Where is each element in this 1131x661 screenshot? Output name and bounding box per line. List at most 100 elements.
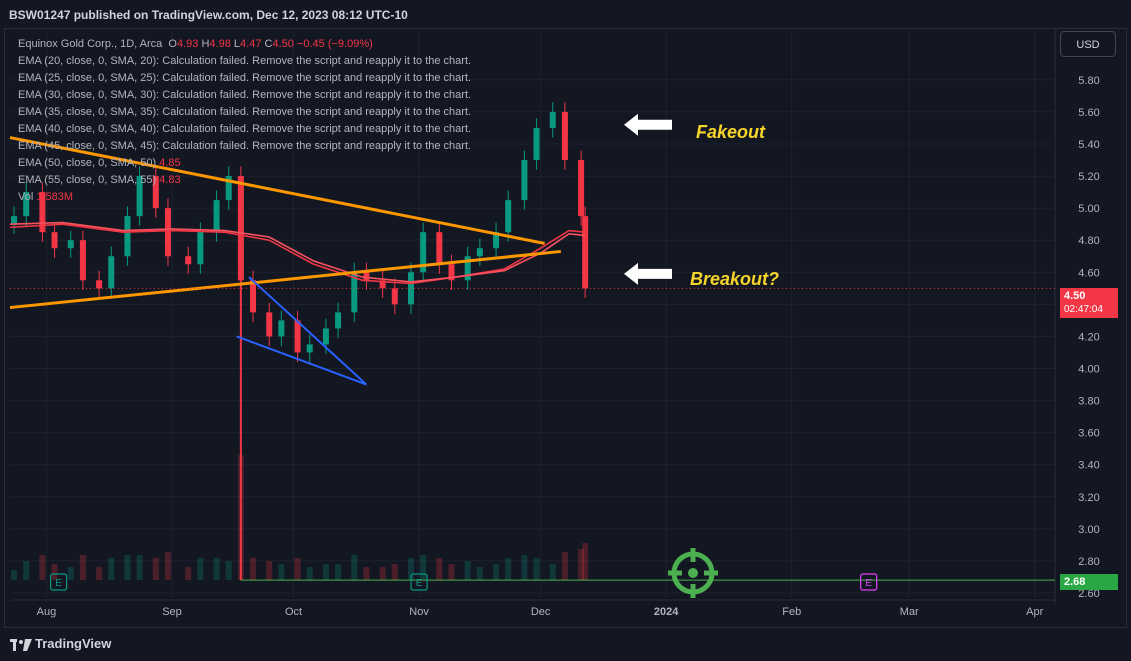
fakeout-arrow-icon-shape [624,113,672,136]
volume-bar [185,567,192,580]
y-tick-label: 5.40 [1078,139,1099,151]
y-tick-label: 3.20 [1078,492,1099,504]
ema45-row[interactable]: EMA (45, close, 0, SMA, 45): Calculation… [18,140,472,152]
volume-bar [306,567,313,580]
chart-frame [4,28,1127,628]
candle-body [351,272,358,313]
footer-brand-text: TradingView [35,636,112,651]
volume-bar [213,558,220,580]
breakout-arrow-icon-shape [624,262,672,285]
volume-bar [464,561,471,580]
candle-body [250,280,257,313]
publish-header: BSW01247 published on TradingView.com, D… [0,0,1131,28]
volume-bar [379,567,386,580]
volume-bar [136,555,143,580]
volume-bar [197,558,204,580]
currency-button[interactable]: USD [1060,31,1116,57]
earnings-marker [410,573,428,591]
candle-body [505,200,512,233]
earnings-marker-label: E [865,578,872,589]
volume-bar [476,567,483,580]
volume-bar [164,552,171,580]
volume-bar [250,558,257,580]
volume-bar [582,543,589,580]
ema20-row[interactable]: EMA (20, close, 0, SMA, 20): Calculation… [18,55,472,67]
wedge-lower-line [236,335,367,386]
candle-body [379,280,386,289]
target-crosshair-icon [668,548,718,598]
candle-body [306,344,313,353]
tradingview-logo-icon [10,638,32,651]
open-label: O [168,38,177,50]
candle-body [225,176,232,201]
low-label: L [233,38,241,50]
x-tick-label: 2024 [654,606,679,618]
high-label: H [201,38,210,50]
earnings-marker-label: E [416,578,423,589]
candle-body [124,216,131,257]
ema-line [9,223,586,285]
volume-bar [266,561,273,580]
volume-bar [493,564,500,580]
candle-body [391,288,398,305]
high-value: 4.98 [209,38,231,50]
ema55-row[interactable]: EMA (55, close, 0, SMA, 55) 4.83 [18,172,471,189]
candle-body [39,192,46,233]
ema50-row[interactable]: EMA (50, close, 0, SMA, 50) 4.85 [18,155,471,172]
candle-body [521,160,528,201]
y-tick-label: 3.40 [1078,460,1099,472]
ema30-row[interactable]: EMA (30, close, 0, SMA, 30): Calculation… [18,89,472,101]
volume-bar [96,567,103,580]
candle-body [51,232,58,249]
breakout-annotation: Breakout? [690,269,780,289]
symbol-title: Equinox Gold Corp., 1D, Arca [18,38,163,50]
ema25-row[interactable]: EMA (25, close, 0, SMA, 25): Calculation… [18,72,472,84]
y-tick-label: 3.80 [1078,396,1099,408]
candle-body [164,208,171,257]
volume-row[interactable]: Vol 1.583M [18,189,471,206]
y-tick-label: 4.80 [1078,235,1099,247]
candle-body [294,320,301,353]
volume-bar [578,549,585,580]
volume-bar [225,561,232,580]
volume-bar [124,555,131,580]
candle-body [237,176,244,281]
ema55-label: EMA (55, close, 0, SMA, 55) [18,174,157,186]
ema40-row[interactable]: EMA (40, close, 0, SMA, 40): Calculation… [18,123,472,135]
target-center [688,568,698,578]
volume-bar [278,564,285,580]
bar-countdown: 02:47:04 [1064,304,1103,315]
x-tick-label: Feb [782,606,801,618]
candle-body [464,256,471,281]
volume-bar [23,561,30,580]
ema-line [9,221,586,283]
volume-bar [363,567,370,580]
y-tick-label: 5.00 [1078,203,1099,215]
volume-bar [322,564,329,580]
volume-bar [351,555,358,580]
volume-bar [533,558,540,580]
volume-bar [505,558,512,580]
x-tick-label: Apr [1026,606,1043,618]
volume-bar [294,558,301,580]
ema35-row[interactable]: EMA (35, close, 0, SMA, 35): Calculation… [18,106,472,118]
y-tick-label: 2.80 [1078,556,1099,568]
volume-bar [391,564,398,580]
earnings-marker-label: E [55,578,62,589]
x-tick-label: Mar [900,606,919,618]
ema55-value: 4.83 [159,174,181,186]
y-tick-label: 5.60 [1078,107,1099,119]
volume-bar [108,558,115,580]
footer-brand[interactable]: TradingView [10,636,111,651]
candle-body [136,176,143,217]
candle-body [96,280,103,289]
x-tick-label: Nov [409,606,429,618]
x-tick-label: Sep [162,606,182,618]
last-price-tag: 4.50 02:47:04 [1060,288,1118,318]
change-value: −0.45 (−9.09%) [296,38,373,50]
candle-body [493,232,500,249]
volume-bar [67,567,74,580]
close-label: C [264,38,273,50]
volume-bar [51,564,58,580]
